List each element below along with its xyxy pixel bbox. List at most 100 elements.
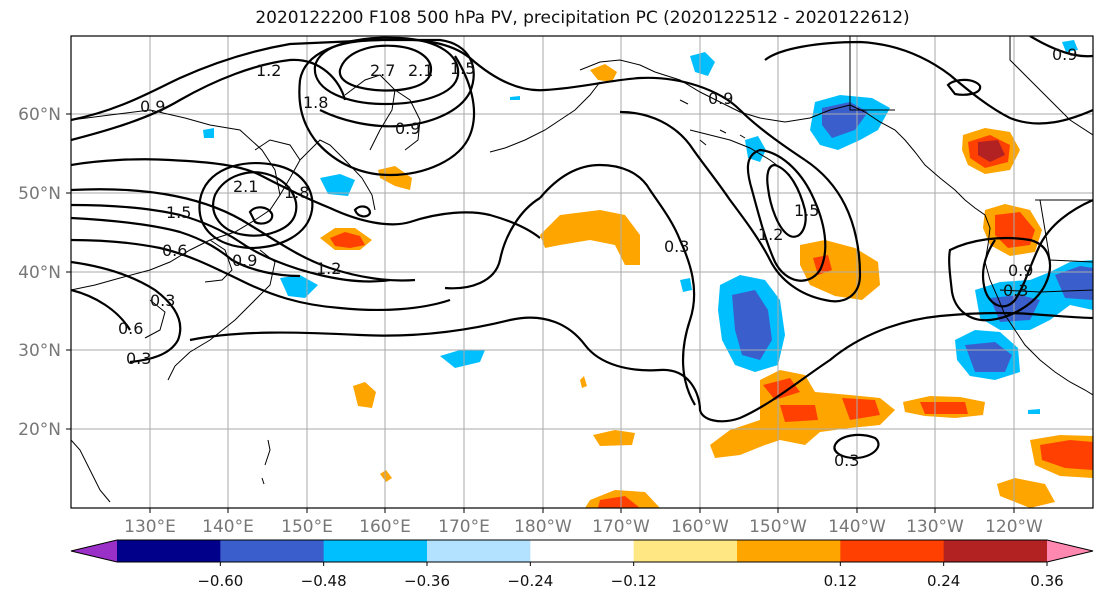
precip-positive-patch (378, 166, 412, 190)
contour-label: 0.3 (150, 291, 175, 310)
lon-tick-label: 150°W (749, 517, 807, 537)
contour-label: 1.5 (450, 59, 475, 78)
colorbar: −0.60−0.48−0.36−0.24−0.120.120.240.360.4… (70, 539, 1094, 590)
precip-positive-patch (920, 402, 968, 414)
pv-contour-0.9 (71, 38, 806, 161)
pv-contour-small-mid (353, 205, 372, 218)
precip-positive-patch (593, 430, 635, 446)
precip-negative-patch (440, 350, 485, 368)
colorbar-tick-label: 0.12 (824, 572, 857, 590)
precip-positive-patch (580, 376, 587, 388)
precip-positive-patch (997, 478, 1055, 508)
map-title: 2020122200 F108 500 hPa PV, precipitatio… (255, 8, 910, 28)
precip-positive-patch (763, 378, 800, 400)
pv-contour-1.2-c (746, 148, 827, 282)
pv-contour-0.3-main (189, 311, 1093, 423)
contour-label: 0.9 (140, 97, 165, 116)
colorbar-outline (70, 539, 1094, 563)
pv-contour-small-closed (248, 206, 274, 225)
colorbar-tick-label: −0.60 (197, 572, 243, 590)
precip-positive-patch (780, 405, 818, 422)
contour-label: 0.3 (664, 237, 689, 256)
longitude-labels: 130°E 140°E 150°E 160°E 170°E 180°W 170°… (124, 517, 1043, 537)
pv-contour-1.8-closed (198, 161, 314, 250)
colorbar-segment (530, 540, 635, 562)
precip-positive-patch (978, 140, 1005, 162)
colorbar-segment (737, 540, 841, 562)
contour-label: 1.5 (166, 203, 191, 222)
pv-contour-1.5-b (71, 203, 391, 283)
contour-label: 2.1 (408, 61, 433, 80)
precip-positive-patch (330, 232, 365, 248)
pv-contour-0.9-east (981, 198, 1093, 308)
contour-label: 0.9 (1052, 45, 1077, 64)
pv-contour-closed-2.7 (338, 44, 433, 92)
pv-contour-1.5-c (766, 163, 807, 238)
lon-tick-label: 140°W (828, 517, 886, 537)
precip-positive-patch (380, 470, 392, 482)
pv-contour-0.9-b (71, 158, 541, 239)
contour-label: 0.6 (162, 241, 187, 260)
colorbar-tick-label: −0.24 (507, 572, 553, 590)
lon-tick-label: 130°W (906, 517, 964, 537)
colorbar-tick-label: 0.36 (1030, 572, 1063, 590)
pv-contour-2.1-closed (212, 171, 298, 237)
contour-label: 0.3 (834, 451, 859, 470)
lat-tick-label: 60°N (18, 105, 61, 125)
lon-tick-label: 170°W (592, 517, 650, 537)
colorbar-segment (633, 540, 738, 562)
pv-contour-1.8-b (71, 216, 301, 278)
colorbar-segment (840, 540, 945, 562)
lon-tick-label: 180°W (514, 517, 572, 537)
pv-contour-closed-2.1 (313, 36, 460, 106)
colorbar-tick-label: −0.48 (301, 572, 347, 590)
lon-tick-label: 170°E (438, 517, 490, 537)
colorbar-tick-label: 0.24 (927, 572, 960, 590)
precip-negative-patch (680, 278, 692, 292)
pv-contour-1.5-north (298, 55, 476, 177)
pv-contour-0.6 (71, 238, 451, 311)
contour-label: 2.7 (370, 61, 395, 80)
map-area: 1.2 2.7 2.1 1.5 0.9 1.8 0.9 2.1 1.5 0.6 … (71, 36, 1093, 508)
contour-labels: 1.2 2.7 2.1 1.5 0.9 1.8 0.9 2.1 1.5 0.6 … (118, 45, 1077, 470)
pv-contour-0.3-small (833, 433, 880, 460)
precip-positive-patch (353, 382, 376, 408)
colorbar-extend-high (1047, 540, 1093, 562)
contour-label: 1.8 (303, 93, 328, 112)
lon-tick-label: 160°W (671, 517, 729, 537)
colorbar-segment (117, 540, 221, 562)
contour-label: 0.6 (118, 319, 143, 338)
latitude-labels: 60°N 50°N 40°N 30°N 20°N (18, 105, 61, 440)
lon-tick-label: 160°E (359, 517, 411, 537)
precip-positive-patch (598, 496, 640, 508)
precip-negative-patch (690, 52, 715, 76)
contour-label: 0.9 (232, 251, 257, 270)
colorbar-segment (427, 540, 531, 562)
precip-negative-patch (990, 295, 1040, 322)
colorbar-ticks: −0.60−0.48−0.36−0.24−0.120.120.240.360.4… (197, 562, 1064, 590)
contour-label: 1.2 (256, 61, 281, 80)
colorbar-tick-label: −0.12 (611, 572, 657, 590)
colorbar-extend-low (71, 540, 117, 562)
contour-label: 1.2 (758, 225, 783, 244)
pv-contour-0.9-east-b (948, 236, 1052, 322)
precip-negative-patch (203, 128, 214, 138)
contour-label: 0.9 (395, 119, 420, 138)
colorbar-segments (71, 540, 1093, 562)
contour-label: 1.5 (794, 201, 819, 220)
pv-contour-0.6-c (444, 197, 541, 290)
contour-label: 0.9 (708, 89, 733, 108)
pv-contour-0.3-a (71, 260, 182, 364)
pv-contour-0.9-c (619, 110, 862, 303)
precip-negative-patch (732, 290, 772, 360)
precip-negative-patch (280, 275, 318, 298)
contour-label: 0.9 (1008, 261, 1033, 280)
lat-tick-label: 50°N (18, 184, 61, 204)
precip-negative-patch (320, 174, 355, 196)
colorbar-segment (323, 540, 428, 562)
contour-label: 2.1 (233, 177, 258, 196)
pv-contour-0.3-east (764, 40, 1093, 125)
precip-positive-patch (842, 398, 880, 420)
pv-contour-0.9-corner (1029, 36, 1093, 58)
